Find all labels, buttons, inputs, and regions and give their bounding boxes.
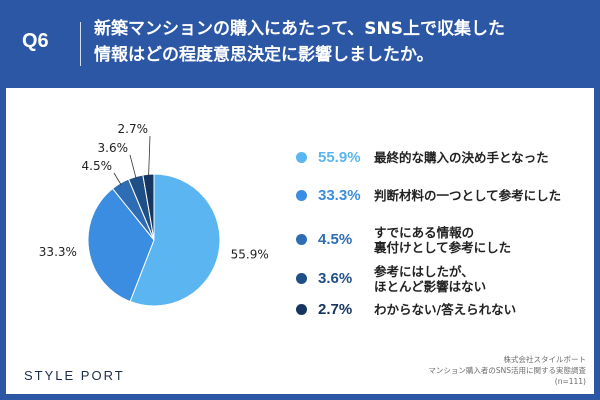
- legend-percent: 4.5%: [318, 231, 353, 248]
- legend-item-2: 33.3% 判断材料の一つとして参考にした: [292, 186, 592, 222]
- question-title: 新築マンションの購入にあたって、SNS上で収集した 情報はどの程度意思決定に影響…: [94, 16, 584, 68]
- slice-label-1: 55.9%: [231, 247, 269, 261]
- leader-line-3: [113, 172, 122, 186]
- pie-slice-1: [129, 173, 221, 307]
- legend-dot-icon: [296, 190, 307, 201]
- slice-label-5: 2.7%: [118, 122, 149, 136]
- slice-label-3: 4.5%: [82, 159, 113, 173]
- legend-label: 参考にはしたが、 ほとんど影響はない: [374, 264, 584, 294]
- pie-slice-2: [87, 187, 155, 303]
- slice-label-4: 3.6%: [98, 141, 129, 155]
- legend-dot-icon: [296, 304, 307, 315]
- legend-percent: 2.7%: [318, 301, 353, 318]
- legend-label-line-1: 最終的な購入の決め手となった: [374, 150, 549, 165]
- legend-item-1: 55.9% 最終的な購入の決め手となった: [292, 148, 592, 184]
- source-note: 株式会社スタイルポート マンション購入者のSNS活用に関する実態調査 (n=11…: [428, 354, 586, 387]
- legend-item-3: 4.5% すでにある情報の 裏付けとして参考にした: [292, 223, 592, 259]
- legend-item-4: 3.6% 参考にはしたが、 ほとんど影響はない: [292, 262, 592, 298]
- chart-card: 55.9% 33.3% 4.5% 3.6% 2.7% 55.9% 最終的な購入の決め手とな…: [6, 88, 594, 394]
- legend-label-line-2: 裏付けとして参考にした: [374, 240, 512, 255]
- legend-label-line-1: 参考にはしたが、: [374, 264, 474, 279]
- header-divider: [80, 22, 81, 66]
- legend-label-line-1: わからない/答えられない: [374, 302, 517, 317]
- pie-chart: 55.9% 33.3% 4.5% 3.6% 2.7%: [39, 122, 269, 307]
- legend-percent: 33.3%: [318, 187, 361, 204]
- legend-label-line-1: すでにある情報の: [374, 225, 475, 240]
- question-number: Q6: [22, 30, 49, 52]
- source-company: 株式会社スタイルポート: [503, 355, 587, 364]
- question-header: Q6 新築マンションの購入にあたって、SNS上で収集した 情報はどの程度意思決定…: [0, 0, 600, 88]
- legend-label-line-2: ほとんど影響はない: [374, 279, 487, 294]
- style-port-logo: STYLE PORT: [24, 368, 125, 383]
- legend-label: すでにある情報の 裏付けとして参考にした: [374, 225, 584, 255]
- legend-percent: 3.6%: [318, 270, 353, 287]
- legend-label: 最終的な購入の決め手となった: [374, 150, 584, 165]
- slice-label-2: 33.3%: [39, 245, 77, 259]
- question-title-line-2: 情報はどの程度意思決定に影響しましたか。: [94, 45, 434, 65]
- question-title-line-1: 新築マンションの購入にあたって、SNS上で収集した: [94, 19, 506, 39]
- source-survey: マンション購入者のSNS活用に関する実態調査: [428, 366, 586, 375]
- source-sample-size: (n=111): [554, 377, 586, 386]
- legend-dot-icon: [296, 234, 307, 245]
- legend-dot-icon: [296, 273, 307, 284]
- legend-item-5: 2.7% わからない/答えられない: [292, 300, 592, 336]
- leader-line-5: [148, 135, 151, 177]
- legend-label: 判断材料の一つとして参考にした: [374, 188, 584, 203]
- legend-dot-icon: [296, 152, 307, 163]
- legend-label-line-1: 判断材料の一つとして参考にした: [374, 188, 562, 203]
- leader-line-4: [129, 154, 137, 179]
- legend-percent: 55.9%: [318, 149, 361, 166]
- legend-label: わからない/答えられない: [374, 302, 584, 317]
